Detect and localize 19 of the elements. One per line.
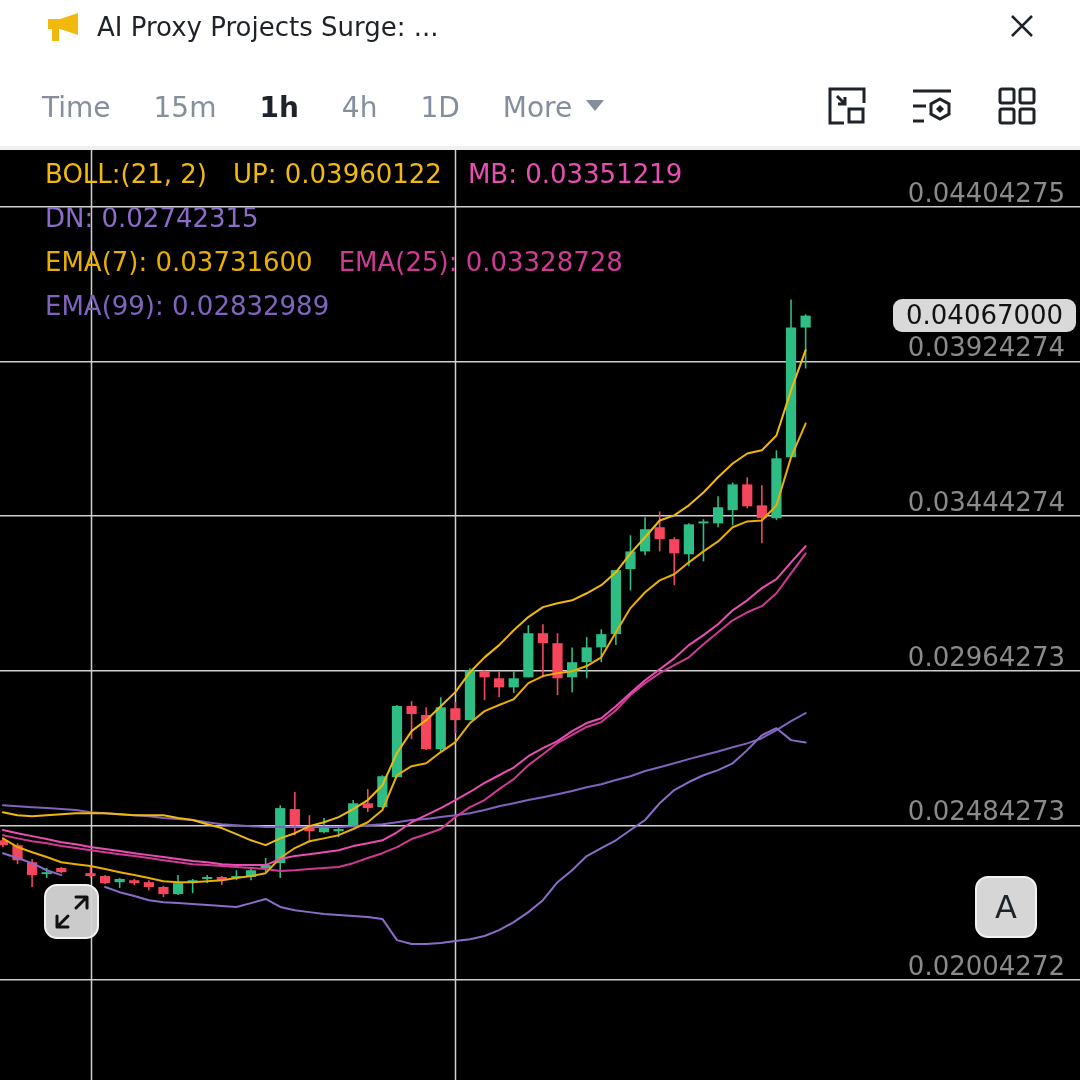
- y-tick-label: 0.03924274: [907, 332, 1065, 363]
- text: DN: 0.02742315: [45, 202, 259, 233]
- y-tick-label: 0.02004272: [907, 950, 1065, 981]
- chart-title: AI Proxy Projects Surge: ...: [97, 11, 439, 44]
- text: UP: 0.03960122: [233, 158, 442, 189]
- text: 4h: [341, 90, 378, 124]
- text: MB: 0.03351219: [467, 158, 683, 189]
- text: More: [502, 90, 573, 124]
- text: 1D: [420, 90, 460, 124]
- text: 1h: [259, 90, 299, 124]
- y-tick-label: 0.02964273: [907, 641, 1065, 672]
- text: 15m: [153, 90, 217, 124]
- y-tick-label: 0.03444274: [907, 486, 1065, 517]
- y-tick-label: 0.02484273: [907, 796, 1065, 827]
- a-button: A: [975, 876, 1037, 938]
- price-tag: 0.04067000: [893, 299, 1077, 333]
- text: Time: [42, 90, 111, 124]
- text: EMA(25): 0.03328728: [338, 246, 623, 277]
- y-tick-label: 0.04404275: [907, 177, 1065, 208]
